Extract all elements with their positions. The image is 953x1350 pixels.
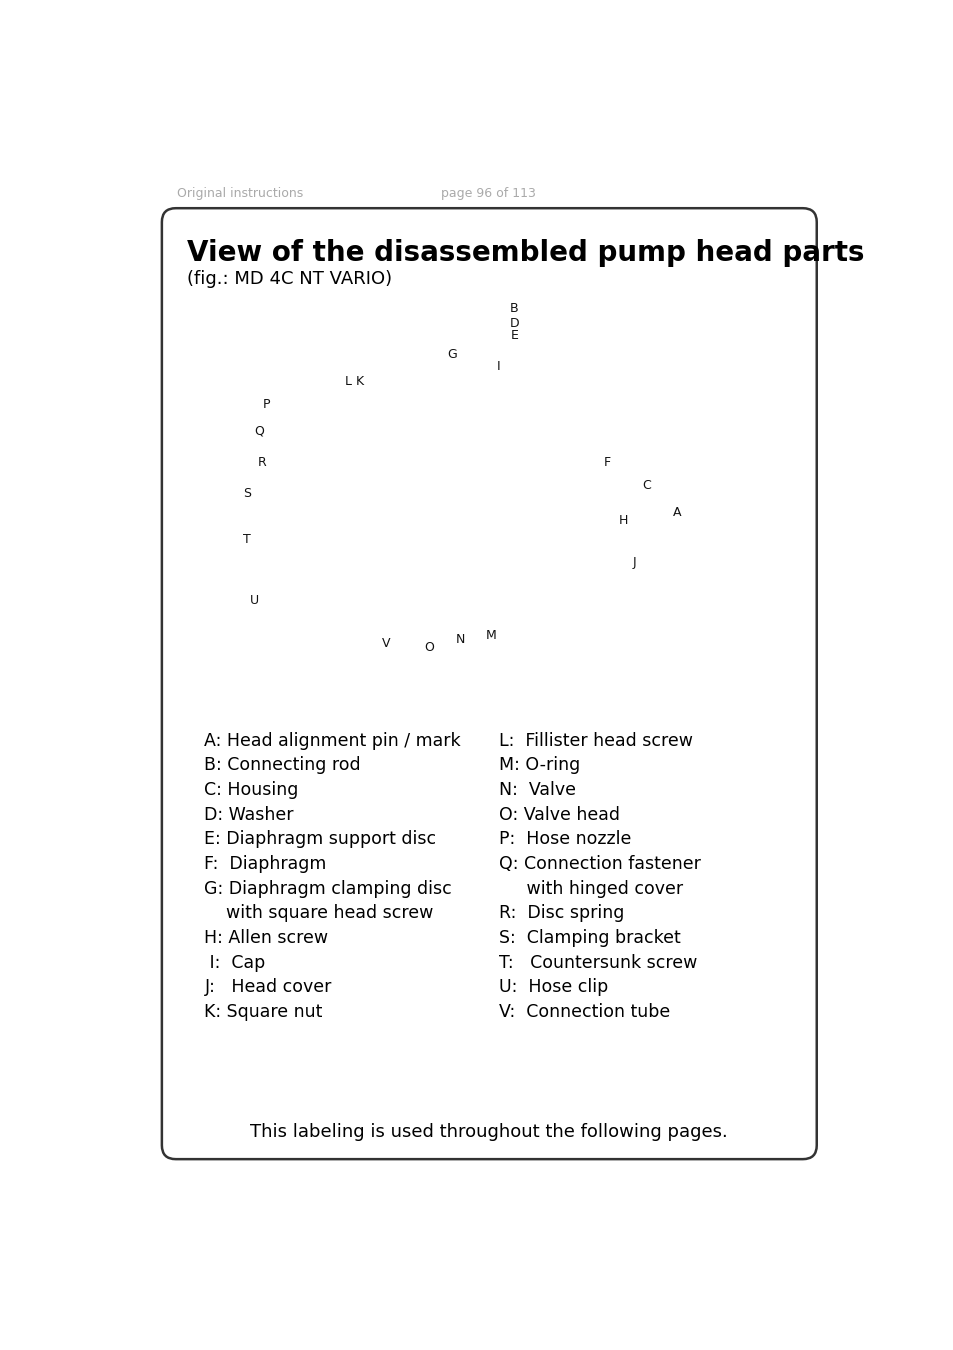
Text: C: C xyxy=(641,479,650,491)
Text: N:  Valve: N: Valve xyxy=(498,782,576,799)
Text: Q: Connection fastener: Q: Connection fastener xyxy=(498,855,700,873)
Text: S:  Clamping bracket: S: Clamping bracket xyxy=(498,929,680,946)
Text: M: O-ring: M: O-ring xyxy=(498,756,579,775)
Text: page 96 of 113: page 96 of 113 xyxy=(441,186,536,200)
Text: B: Connecting rod: B: Connecting rod xyxy=(204,756,361,775)
Text: K: K xyxy=(355,375,363,387)
Text: V:  Connection tube: V: Connection tube xyxy=(498,1003,670,1021)
Text: S: S xyxy=(243,486,251,500)
Text: L:  Fillister head screw: L: Fillister head screw xyxy=(498,732,692,749)
Text: C: Housing: C: Housing xyxy=(204,782,298,799)
Text: R:  Disc spring: R: Disc spring xyxy=(498,904,623,922)
Text: F:  Diaphragm: F: Diaphragm xyxy=(204,855,327,873)
Text: P: P xyxy=(262,398,270,410)
Text: A: Head alignment pin / mark: A: Head alignment pin / mark xyxy=(204,732,460,749)
Text: A: A xyxy=(672,506,680,518)
Text: I: I xyxy=(497,359,500,373)
Text: V: V xyxy=(382,637,391,649)
Text: H: Allen screw: H: Allen screw xyxy=(204,929,328,946)
Text: B: B xyxy=(510,302,518,315)
Text: G: Diaphragm clamping disc: G: Diaphragm clamping disc xyxy=(204,880,452,898)
Text: Q: Q xyxy=(253,425,263,437)
Text: View of the disassembled pump head parts: View of the disassembled pump head parts xyxy=(187,239,864,267)
Text: J: J xyxy=(632,556,636,568)
Text: I:  Cap: I: Cap xyxy=(204,953,266,972)
Text: O: O xyxy=(424,641,434,653)
Text: K: Square nut: K: Square nut xyxy=(204,1003,322,1021)
Text: M: M xyxy=(485,629,497,643)
Text: D: D xyxy=(509,317,518,331)
Text: This labeling is used throughout the following pages.: This labeling is used throughout the fol… xyxy=(250,1123,727,1141)
Text: P:  Hose nozzle: P: Hose nozzle xyxy=(498,830,631,848)
Text: E: E xyxy=(510,329,517,342)
Text: E: Diaphragm support disc: E: Diaphragm support disc xyxy=(204,830,436,848)
Text: with square head screw: with square head screw xyxy=(204,904,434,922)
Text: D: Washer: D: Washer xyxy=(204,806,294,824)
Text: O: Valve head: O: Valve head xyxy=(498,806,619,824)
Text: F: F xyxy=(603,456,611,468)
Text: T:   Countersunk screw: T: Countersunk screw xyxy=(498,953,697,972)
Text: J:   Head cover: J: Head cover xyxy=(204,979,332,996)
Text: H: H xyxy=(618,513,627,526)
Text: U:  Hose clip: U: Hose clip xyxy=(498,979,608,996)
FancyBboxPatch shape xyxy=(162,208,816,1160)
Text: G: G xyxy=(447,348,456,360)
Text: L: L xyxy=(344,375,351,387)
Text: U: U xyxy=(250,594,259,608)
Text: (fig.: MD 4C NT VARIO): (fig.: MD 4C NT VARIO) xyxy=(187,270,393,288)
Text: R: R xyxy=(258,456,267,468)
Text: Original instructions: Original instructions xyxy=(177,186,303,200)
Text: N: N xyxy=(456,633,464,645)
Text: with hinged cover: with hinged cover xyxy=(498,880,682,898)
Text: T: T xyxy=(243,533,251,545)
